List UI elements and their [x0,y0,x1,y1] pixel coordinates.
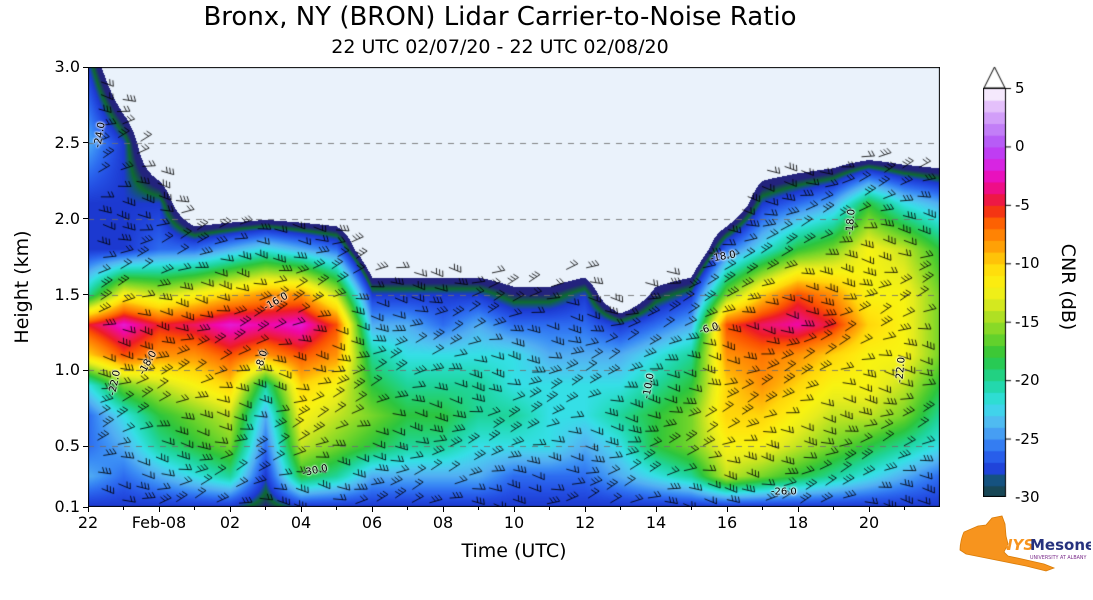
colorbar-tick-label: -5 [1015,195,1030,214]
colorbar-tick-label: -25 [1015,429,1040,448]
y-tick-mark [83,218,88,220]
y-tick-mark [83,506,88,508]
x-tick-label: 10 [503,513,525,532]
x-tick-mark [655,507,657,512]
x-minor-tick-mark [478,507,479,510]
y-tick-mark [83,66,88,68]
colorbar-tick-label: -30 [1015,488,1040,506]
colorbar-tick-label: -10 [1015,254,1040,273]
x-tick-label: 20 [858,513,880,532]
y-tick-mark [83,445,88,447]
x-tick-mark [797,507,799,512]
x-tick-mark [726,507,728,512]
colorbar-tick-label: -20 [1015,371,1040,390]
contour-label: -22.0 [894,357,908,384]
chart-subtitle: 22 UTC 02/07/20 - 22 UTC 02/08/20 [331,36,669,58]
y-tick-label: 3.0 [54,57,80,76]
x-tick-mark [229,507,231,512]
x-minor-tick-mark [123,507,124,510]
x-minor-tick-mark [194,507,195,510]
x-minor-tick-mark [762,507,763,510]
x-tick-mark [513,507,515,512]
x-axis-label: Time (UTC) [461,540,567,562]
heatmap-plot [88,67,940,507]
y-tick-mark [83,294,88,296]
nysmesonet-logo: NYS Mesonet UNIVERSITY AT ALBANY [959,515,1091,572]
x-tick-mark [584,507,586,512]
y-tick-label: 0.1 [54,497,80,516]
ny-state-icon [959,515,1056,572]
x-minor-tick-mark [549,507,550,510]
x-minor-tick-mark [265,507,266,510]
x-minor-tick-mark [407,507,408,510]
y-axis-label: Height (km) [11,230,33,344]
colorbar-tick-label: -15 [1015,312,1040,331]
y-tick-label: 1.5 [54,284,80,304]
colorbar-label: CNR (dB) [1057,243,1079,331]
x-tick-label: 18 [787,513,809,532]
y-tick-label: 2.5 [54,132,80,152]
x-minor-tick-mark [904,507,905,510]
x-tick-label: 06 [361,513,383,532]
y-tick-mark [83,369,88,371]
contour-label: -26.0 [770,486,797,498]
x-minor-tick-mark [620,507,621,510]
x-tick-label: 22 [77,513,99,532]
x-tick-label: 14 [645,513,667,532]
x-minor-tick-mark [833,507,834,510]
logo-text-nys: NYS [1000,536,1034,554]
x-tick-label: 02 [219,513,241,532]
chart-title: Bronx, NY (BRON) Lidar Carrier-to-Noise … [203,2,797,32]
x-tick-mark [868,507,870,512]
y-tick-mark [83,142,88,144]
x-tick-mark [300,507,302,512]
y-tick-label: 1.0 [54,360,80,380]
logo-text-mesonet: Mesonet [1030,536,1091,554]
x-tick-label: Feb-08 [131,513,187,532]
logo-tagline: UNIVERSITY AT ALBANY [1030,555,1086,561]
x-tick-mark [87,507,89,512]
x-tick-label: 08 [432,513,454,532]
colorbar-tick-label: 0 [1015,137,1025,156]
x-tick-label: 04 [290,513,312,532]
x-tick-mark [371,507,373,512]
x-tick-mark [442,507,444,512]
colorbar-tick-label: 5 [1015,79,1025,97]
x-minor-tick-mark [691,507,692,510]
colorbar [983,66,1013,497]
x-tick-label: 12 [574,513,596,532]
y-tick-label: 0.5 [54,436,80,456]
x-tick-label: 16 [716,513,738,532]
x-minor-tick-mark [336,507,337,510]
y-tick-label: 2.0 [54,208,80,228]
x-tick-mark [158,507,160,512]
